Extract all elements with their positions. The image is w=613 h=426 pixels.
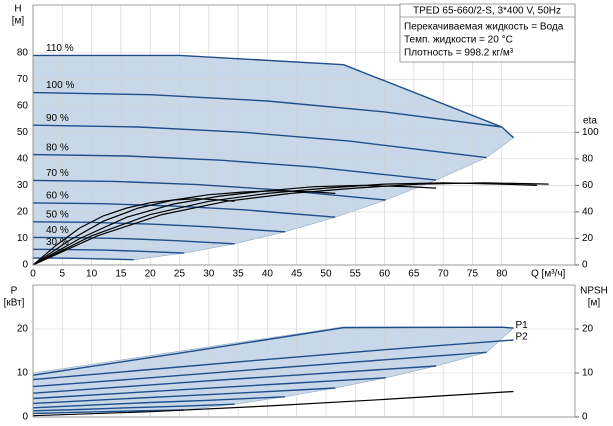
x-tick-label: 75 [467,269,479,280]
curve-label: 90 % [46,113,69,124]
y-tick-label: 0 [22,412,28,423]
curve-label: P2 [515,332,528,343]
curve-label: 30 % [46,237,69,248]
curve-label: 110 % [46,43,74,54]
secondary-curve [32,198,235,266]
curve [33,54,514,139]
y-tick-label: 80 [17,47,29,58]
curve [32,179,386,201]
x-tick-label: 60 [379,269,391,280]
info-line: Темп. жидкости = 20 °C [404,35,513,46]
secondary-curve [32,190,336,266]
y2-tick-label: 20 [582,324,594,335]
y-tick-label: 60 [17,100,29,111]
curve-label: 40 % [46,225,69,236]
x-tick-label: 25 [174,269,186,280]
curve [32,409,185,415]
info-box [399,3,576,63]
y-tick-label: 0 [22,260,28,271]
info-title: TPED 65-660/2-S, 3*400 V, 50Hz [413,6,561,17]
axis-label: [кВт] [4,298,25,309]
curve-label: 70 % [46,168,69,179]
y2-tick-label: 10 [582,368,594,379]
y2-tick-label: 40 [582,207,594,218]
curve [32,403,235,412]
plot-frame [32,284,576,418]
y2-tick-label: 0 [582,412,588,423]
curve [32,202,336,218]
plot-frame [32,4,576,266]
curve [32,396,286,409]
secondary-curve [32,184,437,266]
curve [32,221,286,233]
curve-label: 100 % [46,80,74,91]
x-tick-label: 55 [350,269,362,280]
axis-label: P [11,286,18,297]
curve-label: P1 [515,320,528,331]
x-tick-label: 50 [320,269,332,280]
axis-label: [м] [588,298,601,309]
y2-tick-label: 100 [582,127,599,138]
x-tick-label: 45 [291,269,303,280]
curve [32,365,437,394]
y-tick-label: 10 [17,233,29,244]
x-tick-label: 65 [408,269,420,280]
x-tick-label: 80 [496,269,508,280]
y-tick-label: 40 [17,154,29,165]
axis-label: Q [м³/ч] [531,269,566,280]
axis-label: NPSH [580,286,608,297]
y-tick-label: 10 [17,368,29,379]
curve [32,339,514,381]
x-tick-label: 40 [262,269,274,280]
y2-tick-label: 20 [582,233,594,244]
x-tick-label: 5 [60,269,66,280]
curve [32,377,386,400]
y2-tick-label: 60 [582,180,594,191]
y2-tick-label: 80 [582,154,594,165]
curve [32,351,487,388]
secondary-curve [32,390,514,417]
curve [32,387,336,405]
y-tick-label: 30 [17,180,29,191]
y-tick-label: 20 [17,324,29,335]
x-tick-label: 70 [438,269,450,280]
x-tick-label: 15 [115,269,127,280]
curve [32,236,235,245]
curve-label: 60 % [46,191,69,202]
curve-label: 50 % [46,209,69,220]
x-tick-label: 35 [233,269,245,280]
curve [32,153,437,181]
info-line: Плотность = 998.2 кг/м³ [404,48,514,59]
x-tick-label: 0 [30,269,36,280]
y2-tick-label: 0 [582,260,588,271]
curve [32,124,487,159]
info-line: Перекачиваемая жидкость = Вода [404,22,564,33]
x-tick-label: 30 [203,269,215,280]
y-tick-label: 70 [17,74,29,85]
curve [32,91,502,128]
y-tick-label: 20 [17,207,29,218]
axis-label: eta [583,116,597,127]
axis-label: [м] [12,16,25,27]
curve [32,326,514,376]
axis-label: H [14,4,21,15]
y-tick-label: 50 [17,127,29,138]
x-tick-label: 10 [86,269,98,280]
curve-label: 80 % [46,142,69,153]
x-tick-label: 20 [145,269,157,280]
